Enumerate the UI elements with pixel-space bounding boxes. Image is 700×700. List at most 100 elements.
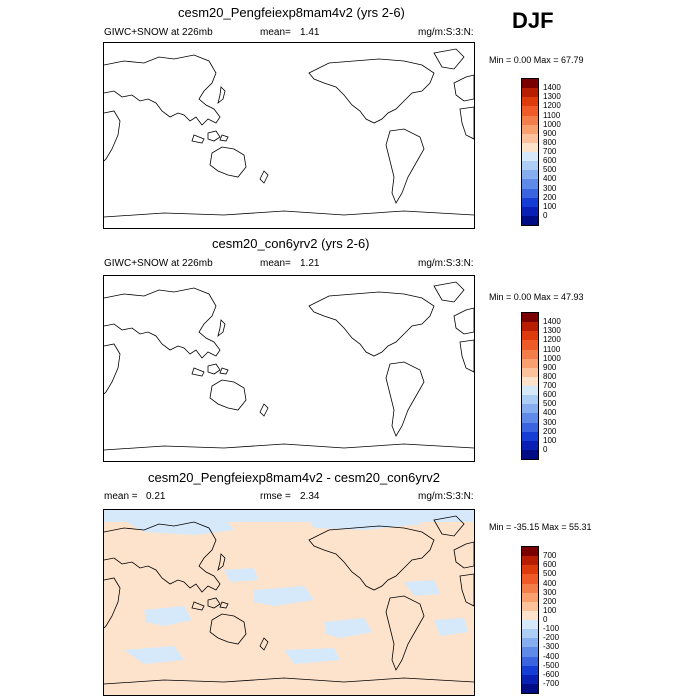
colorbar-swatch [522, 431, 538, 441]
panel-3-min-max: Min = -35.15 Max = 55.31 [489, 522, 592, 532]
colorbar-swatch [522, 440, 538, 450]
panel-2-mean-value: 1.21 [300, 258, 320, 269]
season-label: DJF [512, 8, 554, 33]
panel-1-units: mg/m:S:3:N: [418, 27, 474, 38]
colorbar-swatch [522, 188, 538, 198]
panel-3-mean-label: mean = [104, 491, 138, 502]
panel-2-min-max: Min = 0.00 Max = 47.93 [489, 292, 584, 302]
panel-1-coastline-map [104, 48, 474, 218]
negative-difference-area [224, 568, 258, 582]
coastline [209, 146, 247, 178]
coastline [385, 128, 425, 204]
coastline [217, 553, 226, 572]
colorbar-swatch [522, 197, 538, 207]
colorbar-swatch [522, 610, 538, 620]
colorbar-tick-label: 400 [543, 174, 557, 184]
colorbar-swatch [522, 170, 538, 180]
coastline [207, 130, 221, 142]
colorbar-swatch [522, 449, 538, 459]
colorbar-tick-label: 800 [543, 371, 557, 381]
coastline [209, 613, 247, 645]
colorbar-swatch [522, 620, 538, 630]
colorbar-swatch [522, 331, 538, 341]
colorbar-swatch [522, 79, 538, 89]
colorbar-swatch [522, 349, 538, 359]
colorbar-swatch [522, 665, 538, 675]
coastline [433, 48, 465, 70]
colorbar-tick-label: 700 [543, 551, 557, 561]
negative-difference-area [124, 646, 184, 664]
colorbar-tick-label: 100 [543, 605, 557, 615]
colorbar-tick-label: 500 [543, 165, 557, 175]
panel-3-rmse-value: 2.34 [300, 491, 320, 502]
colorbar-swatch [522, 115, 538, 125]
coastline [217, 319, 226, 338]
coastline [104, 210, 474, 218]
coastline [433, 515, 465, 537]
colorbar-tick-label: -700 [543, 678, 560, 688]
colorbar-tick-label: 200 [543, 596, 557, 606]
colorbar-swatch [522, 422, 538, 432]
panel-1-variable-label: GIWC+SNOW at 226mb [104, 27, 213, 38]
colorbar-tick-label: 0 [543, 444, 548, 454]
colorbar-swatch [522, 106, 538, 116]
coastline [433, 281, 465, 303]
coastline [308, 291, 435, 357]
panel-3-units: mg/m:S:3:N: [418, 491, 474, 502]
colorbar-swatch [522, 656, 538, 666]
colorbar-tick-label: 600 [543, 390, 557, 400]
colorbar-swatch [522, 376, 538, 386]
panel-1-map [103, 42, 475, 229]
coastline [459, 573, 474, 607]
coastline [219, 134, 229, 142]
colorbar-swatch [522, 206, 538, 216]
coastline [453, 541, 474, 569]
colorbar-tick-label: 100 [543, 201, 557, 211]
colorbar-tick-label: -200 [543, 633, 560, 643]
colorbar-tick-label: -400 [543, 651, 560, 661]
colorbar-tick-label: 700 [543, 381, 557, 390]
panel-2-variable-label: GIWC+SNOW at 226mb [104, 258, 213, 269]
coastline [219, 601, 229, 609]
coastline [104, 54, 221, 126]
colorbar-tick-label: 1200 [543, 335, 561, 345]
colorbar-swatch [522, 565, 538, 575]
colorbar-tick-label: 1300 [543, 326, 561, 336]
colorbar-tick-label: 1200 [543, 101, 561, 111]
colorbar-swatch [522, 215, 538, 225]
colorbar-swatch [522, 161, 538, 171]
coastline [207, 363, 221, 375]
colorbar-swatch [522, 97, 538, 107]
colorbar-tick-label: 400 [543, 408, 557, 418]
colorbar-swatch [522, 340, 538, 350]
colorbar-tick-label: 400 [543, 578, 557, 588]
panel-2-map [103, 275, 475, 462]
panel-1-title: cesm20_Pengfeiexp8mam4v2 (yrs 2-6) [178, 5, 405, 20]
colorbar-swatch [522, 179, 538, 189]
panel-1-min-max: Min = 0.00 Max = 67.79 [489, 55, 584, 65]
coastline [104, 443, 474, 451]
panel-2-title: cesm20_con6yrv2 (yrs 2-6) [212, 236, 370, 251]
colorbar-tick-label: 300 [543, 587, 557, 597]
coastline [207, 597, 221, 609]
panel-3-colorbar [521, 546, 539, 694]
coastline [219, 367, 229, 375]
panel-1-mean-value: 1.41 [300, 27, 320, 38]
negative-difference-area [434, 618, 468, 636]
colorbar-swatch [522, 133, 538, 143]
coastline [191, 367, 205, 377]
colorbar-tick-label: 200 [543, 192, 557, 202]
colorbar-tick-label: 1000 [543, 119, 561, 129]
colorbar-tick-label: 500 [543, 569, 557, 579]
colorbar-tick-label: 1400 [543, 317, 561, 327]
colorbar-swatch [522, 592, 538, 602]
coastline [453, 74, 474, 102]
negative-difference-area [404, 580, 440, 596]
coastline [191, 601, 205, 611]
colorbar-tick-label: 0 [543, 615, 548, 624]
coastline [308, 58, 435, 124]
coastline [104, 287, 221, 359]
panel-3-mean-value: 0.21 [146, 491, 166, 502]
colorbar-tick-label: 300 [543, 417, 557, 427]
colorbar-swatch [522, 358, 538, 368]
